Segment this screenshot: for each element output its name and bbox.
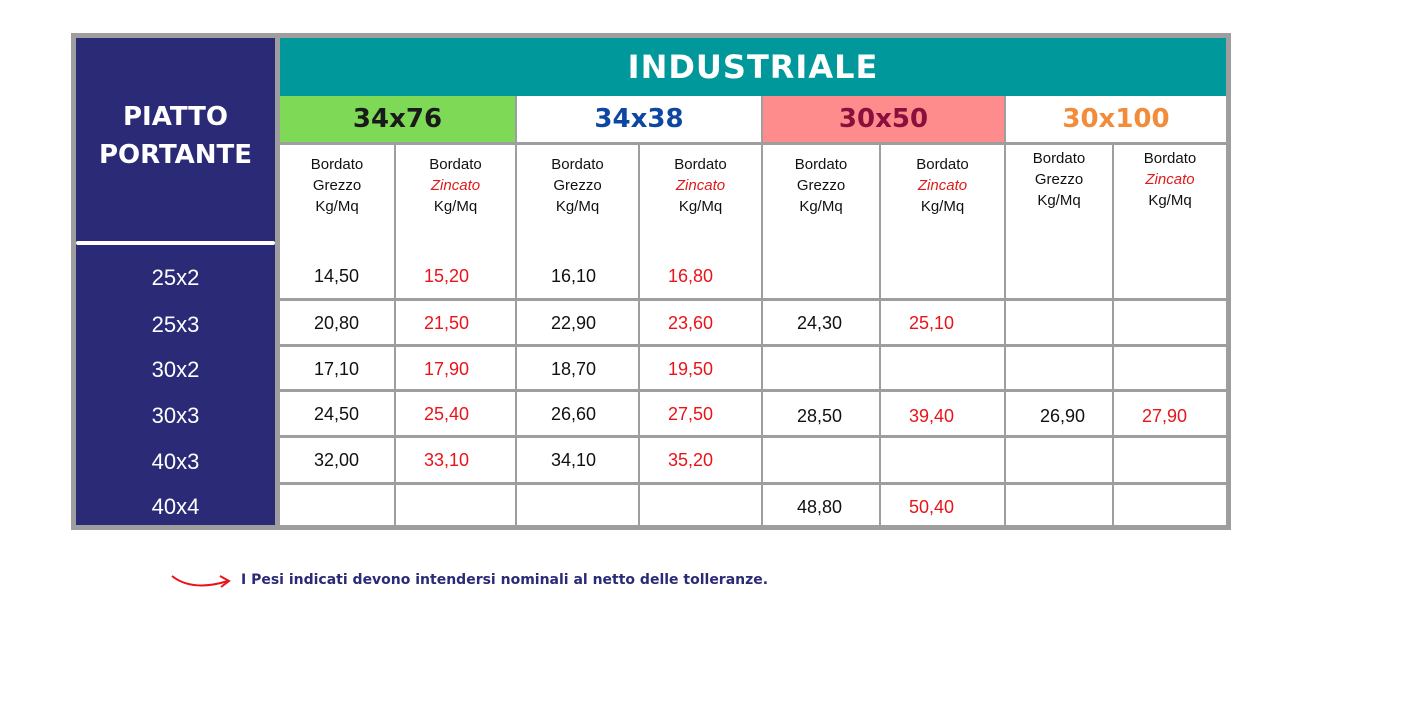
table-cell — [1006, 347, 1112, 389]
table-cell: 24,30 — [763, 301, 879, 344]
table-cell: 22,90 — [517, 301, 638, 344]
curved-arrow-icon — [171, 575, 231, 588]
table-cell — [1006, 254, 1112, 298]
group-header-3: 30x50 — [763, 96, 1004, 142]
table-cell — [881, 347, 1004, 389]
table-cell — [763, 254, 879, 298]
subheader-line1: Bordato — [1143, 150, 1197, 167]
subheader-line2: Zincato — [675, 177, 726, 194]
subheader-line1: Bordato — [310, 156, 364, 173]
subheader-line3: Kg/Mq — [920, 198, 965, 215]
table-cell — [763, 438, 879, 482]
subheader-line3: Kg/Mq — [799, 198, 843, 215]
row-label: 40x4 — [76, 485, 275, 525]
subheader-line2: Zincato — [917, 177, 968, 194]
row-header-title: PIATTO PORTANTE — [76, 98, 275, 174]
table-cell — [1114, 347, 1226, 389]
subheader-line2: Grezzo — [796, 177, 846, 194]
table-cell: 24,50 — [280, 392, 394, 435]
table-cell: 19,50 — [640, 347, 761, 389]
table-cell — [1114, 254, 1226, 298]
table-cell — [1006, 438, 1112, 482]
table-cell: 32,00 — [280, 438, 394, 482]
group-header-4: 30x100 — [1006, 96, 1226, 142]
table-cell — [1114, 438, 1226, 482]
subheader-line1: Bordato — [1032, 150, 1086, 167]
subheader-line1: Bordato — [674, 156, 727, 173]
table-cell: 18,70 — [517, 347, 638, 389]
subheader-line1: Bordato — [551, 156, 604, 173]
table-cell — [881, 438, 1004, 482]
table-cell: 17,10 — [280, 347, 394, 389]
row-header-title-line1: PIATTO — [122, 102, 228, 132]
group-header-2: 34x38 — [517, 96, 761, 142]
table-cell: 21,50 — [396, 301, 515, 344]
table-cell: 26,90 — [1006, 392, 1112, 435]
table-cell — [881, 254, 1004, 298]
row-label: 25x3 — [76, 301, 275, 344]
row-label: 30x3 — [76, 392, 275, 435]
subheader-line2: Grezzo — [553, 177, 602, 194]
table-cell — [640, 485, 761, 525]
section-title: INDUSTRIALE — [280, 38, 1226, 96]
table-cell — [517, 485, 638, 525]
subheader-line2: Grezzo — [312, 177, 362, 194]
row-header-title-line2: PORTANTE — [98, 140, 253, 170]
subheader-line1: Bordato — [429, 156, 482, 173]
table-cell: 34,10 — [517, 438, 638, 482]
subheader-line3: Kg/Mq — [1037, 192, 1081, 209]
weights-table: PIATTO PORTANTE INDUSTRIALE 34x76 34x38 30… — [71, 33, 1231, 530]
subheader-line3: Kg/Mq — [678, 198, 723, 215]
row-header-divider — [76, 241, 275, 245]
subheader-line2: Zincato — [1145, 171, 1195, 188]
group-header-1: 34x76 — [280, 96, 515, 142]
subheader-line1: Bordato — [794, 156, 848, 173]
subheader-line1: Bordato — [916, 156, 969, 173]
table-cell — [1114, 301, 1226, 344]
table-cell: 28,50 — [763, 392, 879, 435]
table-cell: 33,10 — [396, 438, 515, 482]
table-cell: 23,60 — [640, 301, 761, 344]
table-cell: 14,50 — [280, 254, 394, 298]
subheader-line3: Kg/Mq — [1148, 192, 1192, 209]
table-cell: 26,60 — [517, 392, 638, 435]
table-cell: 25,10 — [881, 301, 1004, 344]
subheader-line2: Zincato — [430, 177, 481, 194]
table-cell: 50,40 — [881, 485, 1004, 525]
table-cell — [763, 347, 879, 389]
table-cell: 27,50 — [640, 392, 761, 435]
table-cell: 20,80 — [280, 301, 394, 344]
table-cell: 48,80 — [763, 485, 879, 525]
table-cell — [396, 485, 515, 525]
subheader-line3: Kg/Mq — [555, 198, 600, 215]
table-cell — [280, 485, 394, 525]
subheader-line3: Kg/Mq — [433, 198, 478, 215]
table-cell: 17,90 — [396, 347, 515, 389]
table-cell: 16,10 — [517, 254, 638, 298]
row-label: 25x2 — [76, 254, 275, 298]
subheader-line3: Kg/Mq — [315, 198, 359, 215]
table-cell: 16,80 — [640, 254, 761, 298]
table-cell: 25,40 — [396, 392, 515, 435]
footnote-text: I Pesi indicati devono intendersi nomina… — [241, 572, 769, 588]
table-cell: 27,90 — [1114, 392, 1226, 435]
table-cell: 35,20 — [640, 438, 761, 482]
table-cell: 15,20 — [396, 254, 515, 298]
table-cell — [1006, 485, 1112, 525]
row-label: 40x3 — [76, 438, 275, 482]
table-cell — [1006, 301, 1112, 344]
table-cell — [1114, 485, 1226, 525]
subheader-line2: Grezzo — [1034, 171, 1084, 188]
table-cell: 39,40 — [881, 392, 1004, 435]
row-label: 30x2 — [76, 347, 275, 389]
